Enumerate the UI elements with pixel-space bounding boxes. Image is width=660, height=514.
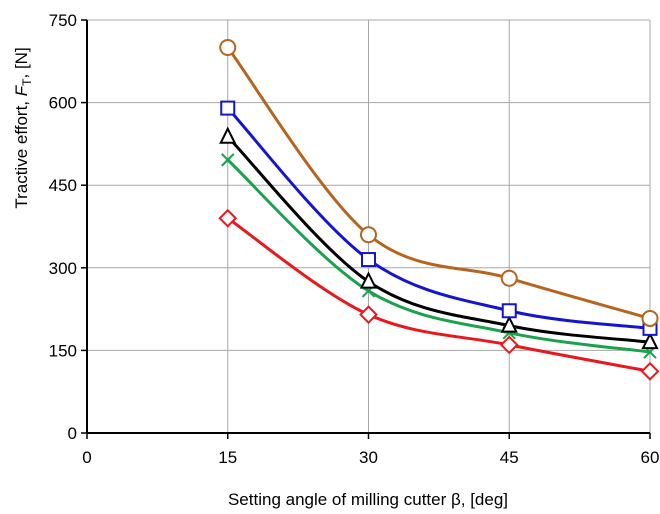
cross-marker-stroke <box>221 153 235 167</box>
square-marker <box>501 303 517 319</box>
square-marker <box>361 252 376 268</box>
circle-marker <box>360 226 377 244</box>
x-tick-label: 30 <box>359 448 378 467</box>
series-line-circle <box>226 46 651 320</box>
series-line-cross <box>226 158 651 354</box>
triangle-marker <box>641 331 659 350</box>
series-line-triangle <box>226 135 651 344</box>
y-tick-label: 0 <box>68 424 77 443</box>
x-tick-label: 0 <box>82 448 91 467</box>
circle-marker <box>641 309 659 327</box>
y-axis-title-symbol: F <box>12 84 31 96</box>
tick-labels: 0 150 300 450 600 750 0 15 30 45 60 <box>49 11 660 467</box>
circle-marker <box>500 269 518 287</box>
y-axis-title-suffix: , [N] <box>12 47 31 78</box>
cross-marker <box>221 153 235 167</box>
diamond-marker <box>359 305 378 325</box>
axes <box>81 19 651 439</box>
diamond-marker <box>640 361 660 381</box>
x-tick-label: 15 <box>218 448 237 467</box>
series-line-square <box>226 107 651 330</box>
y-axis-title: Tractive effort, FT, [N] <box>12 47 34 208</box>
diamond-marker <box>499 335 519 355</box>
series-line-diamond <box>226 217 651 373</box>
square-marker <box>220 100 236 116</box>
y-tick-label: 450 <box>49 176 77 195</box>
triangle-marker <box>500 315 518 333</box>
x-tick-label: 45 <box>500 448 519 467</box>
diamond-marker <box>218 208 238 228</box>
y-axis-title-prefix: Tractive effort, <box>12 96 31 208</box>
triangle-marker <box>359 271 378 289</box>
series-group <box>218 39 660 381</box>
triangle-marker <box>219 126 237 144</box>
y-tick-label: 300 <box>49 259 77 278</box>
y-axis-title-subscript: T <box>20 78 34 86</box>
circle-marker <box>219 39 237 57</box>
x-axis-title: Setting angle of milling cutter β, [deg] <box>228 490 508 509</box>
y-tick-label: 750 <box>49 11 77 30</box>
y-tick-label: 600 <box>49 94 77 113</box>
y-tick-label: 150 <box>49 341 77 360</box>
x-tick-label: 60 <box>641 448 660 467</box>
